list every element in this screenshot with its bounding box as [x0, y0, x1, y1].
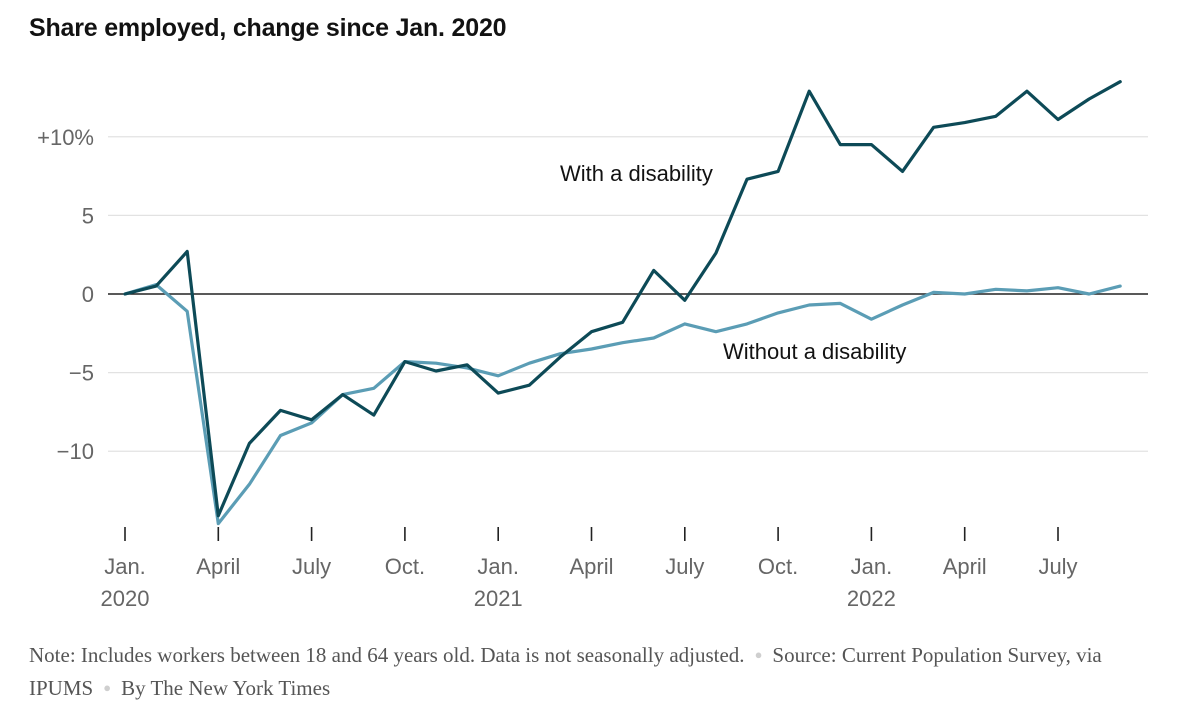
note-text: Note: Includes workers between 18 and 64…	[29, 643, 745, 667]
y-tick-label: +10%	[37, 125, 94, 150]
x-tick-label: April	[196, 554, 240, 579]
chart-title: Share employed, change since Jan. 2020	[29, 14, 507, 42]
separator-dot-icon: ●	[103, 680, 112, 695]
line-chart: +10% 5 0 −5 −10 Jan. 2020 April July Oct. Jan. 202…	[37, 80, 1148, 611]
series-line-without-disability	[123, 283, 1122, 526]
series-label-with-disability: With a disability	[560, 161, 713, 186]
y-tick-label: −5	[69, 361, 94, 386]
x-tick-label: Oct.	[758, 554, 798, 579]
x-tick-year-label: 2020	[101, 586, 150, 611]
x-tick-year-label: 2021	[474, 586, 523, 611]
x-axis-ticks: Jan. 2020 April July Oct. Jan. 2021 April July Oc…	[101, 527, 1078, 611]
credit-text: By The New York Times	[121, 676, 331, 700]
x-tick-label: Jan.	[851, 554, 893, 579]
series-annotations: With a disability Without a disability	[560, 161, 906, 364]
series-line-with-disability	[123, 80, 1122, 518]
x-tick-label: July	[292, 554, 331, 579]
series-label-without-disability: Without a disability	[723, 339, 906, 364]
y-tick-label: 5	[82, 203, 94, 228]
x-tick-label: April	[943, 554, 987, 579]
x-tick-label: April	[569, 554, 613, 579]
y-tick-label: −10	[57, 439, 94, 464]
x-tick-label: Oct.	[385, 554, 425, 579]
x-tick-label: Jan.	[477, 554, 519, 579]
x-tick-year-label: 2022	[847, 586, 896, 611]
source-text: Source: Current Population Survey, via I…	[29, 643, 1102, 700]
x-tick-label: July	[665, 554, 704, 579]
footnote: Note: Includes workers between 18 and 64…	[29, 640, 1139, 706]
y-tick-label: 0	[82, 282, 94, 307]
separator-dot-icon: ●	[754, 647, 763, 662]
x-tick-label: July	[1038, 554, 1077, 579]
y-axis-ticks: +10% 5 0 −5 −10	[37, 125, 94, 464]
series-lines	[123, 80, 1122, 526]
x-tick-label: Jan.	[104, 554, 146, 579]
